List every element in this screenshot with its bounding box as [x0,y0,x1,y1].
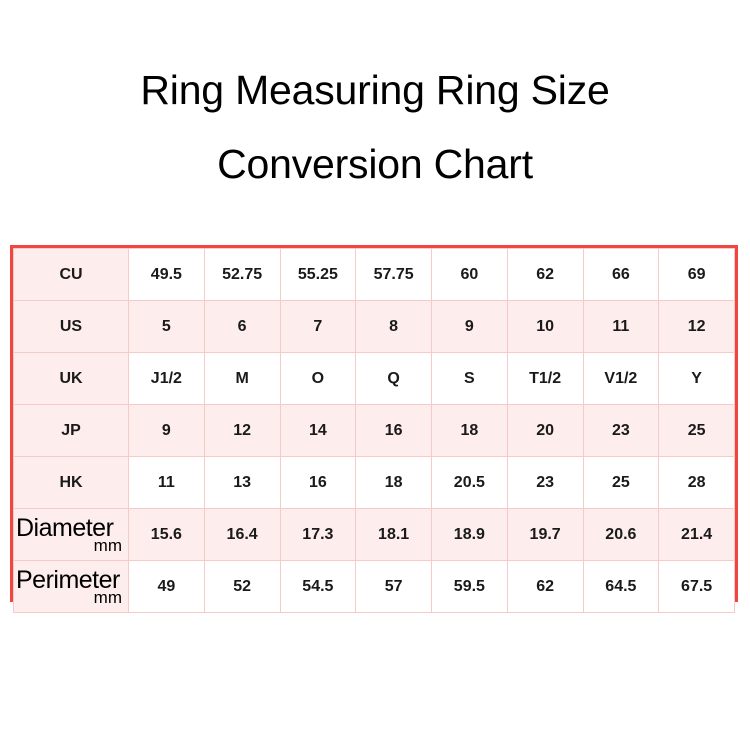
cell-cu-7: 66 [582,248,660,301]
cell-perimeter-7: 64.5 [582,560,660,613]
table-row: Diameter mm 15.6 16.4 17.3 18.1 18.9 19.7 20.6 21… [13,508,735,561]
cell-hk-7: 25 [582,456,660,509]
cell-jp-6: 20 [506,404,584,457]
cell-us-1: 5 [128,300,205,353]
cell-cu-4: 57.75 [355,248,432,301]
row-label-cu: CU [13,248,129,301]
table-row: JP 9 12 14 16 18 20 23 25 [13,404,735,457]
row-label-text: JP [61,421,81,439]
cell-us-5: 9 [431,300,508,353]
row-label-us: US [13,300,129,353]
cell-perimeter-3: 54.5 [279,560,357,613]
cell-uk-3: O [279,352,357,405]
table-row: UK J1/2 M O Q S T1/2 V1/2 Y [13,352,735,405]
row-label-uk: UK [13,352,129,405]
cell-cu-6: 62 [506,248,584,301]
cell-hk-8: 28 [658,456,735,509]
cell-perimeter-6: 62 [506,560,584,613]
row-label-unit: mm [93,587,122,607]
cell-jp-7: 23 [582,404,660,457]
row-label-unit-group: Diameter mm [16,513,144,555]
size-table-body: CU 49.5 52.75 55.25 57.75 60 62 66 69 US 5 6 7 8 9 10 11… [13,248,735,613]
cell-uk-5: S [431,352,508,405]
cell-us-3: 7 [279,300,357,353]
cell-perimeter-8: 67.5 [658,560,735,613]
cell-diameter-7: 20.6 [582,508,660,561]
cell-uk-6: T1/2 [506,352,584,405]
cell-hk-4: 18 [355,456,432,509]
row-label-text: UK [59,369,83,387]
row-label-hk: HK [13,456,129,509]
page-title-line-2: Conversion Chart [217,141,533,187]
cell-cu-3: 55.25 [279,248,357,301]
cell-diameter-1: 15.6 [128,508,205,561]
table-row: HK 11 13 16 18 20.5 23 25 28 [13,456,735,509]
cell-hk-6: 23 [506,456,584,509]
row-label-diameter: Diameter mm [13,508,129,561]
cell-diameter-2: 16.4 [203,508,281,561]
cell-uk-8: Y [658,352,735,405]
row-label-unit-group: Perimeter mm [16,565,144,607]
chart-title-block: Ring Measuring Ring Size Conversion Char… [0,70,750,185]
cell-perimeter-1: 49 [128,560,205,613]
row-label-text: Perimeter [16,565,120,594]
size-table: CU 49.5 52.75 55.25 57.75 60 62 66 69 US 5 6 7 8 9 10 11… [13,248,735,613]
cell-us-8: 12 [658,300,735,353]
row-label-jp: JP [13,404,129,457]
row-label-text: HK [59,473,83,491]
cell-jp-5: 18 [431,404,508,457]
cell-perimeter-5: 59.5 [431,560,508,613]
cell-jp-2: 12 [203,404,281,457]
cell-perimeter-4: 57 [355,560,432,613]
table-row: US 5 6 7 8 9 10 11 12 [13,300,735,353]
cell-us-7: 11 [582,300,660,353]
cell-jp-1: 9 [128,404,205,457]
cell-jp-3: 14 [279,404,357,457]
cell-cu-5: 60 [431,248,508,301]
row-label-text: US [59,317,83,335]
cell-jp-4: 16 [355,404,432,457]
cell-uk-7: V1/2 [582,352,660,405]
ring-size-conversion-table: CU 49.5 52.75 55.25 57.75 60 62 66 69 US 5 6 7 8 9 10 11… [10,245,738,613]
cell-diameter-3: 17.3 [279,508,357,561]
cell-perimeter-2: 52 [203,560,281,613]
cell-hk-5: 20.5 [431,456,508,509]
table-row: Perimeter mm 49 52 54.5 57 59.5 62 64.5 67.5 [13,560,735,613]
cell-us-6: 10 [506,300,584,353]
cell-hk-2: 13 [203,456,281,509]
cell-diameter-5: 18.9 [431,508,508,561]
cell-diameter-8: 21.4 [658,508,735,561]
cell-diameter-4: 18.1 [355,508,432,561]
cell-cu-8: 69 [658,248,735,301]
row-label-text: Diameter [16,513,114,542]
table-row: CU 49.5 52.75 55.25 57.75 60 62 66 69 [13,248,735,301]
cell-uk-1: J1/2 [128,352,205,405]
cell-uk-4: Q [355,352,432,405]
row-label-perimeter: Perimeter mm [13,560,129,613]
page-title-line-1: Ring Measuring Ring Size [140,67,610,113]
cell-hk-1: 11 [128,456,205,509]
cell-cu-1: 49.5 [128,248,205,301]
cell-us-2: 6 [203,300,281,353]
row-label-unit: mm [93,535,122,555]
cell-us-4: 8 [355,300,432,353]
row-label-text: CU [59,265,83,283]
cell-cu-2: 52.75 [203,248,281,301]
cell-jp-8: 25 [658,404,735,457]
cell-uk-2: M [203,352,281,405]
cell-hk-3: 16 [279,456,357,509]
cell-diameter-6: 19.7 [506,508,584,561]
